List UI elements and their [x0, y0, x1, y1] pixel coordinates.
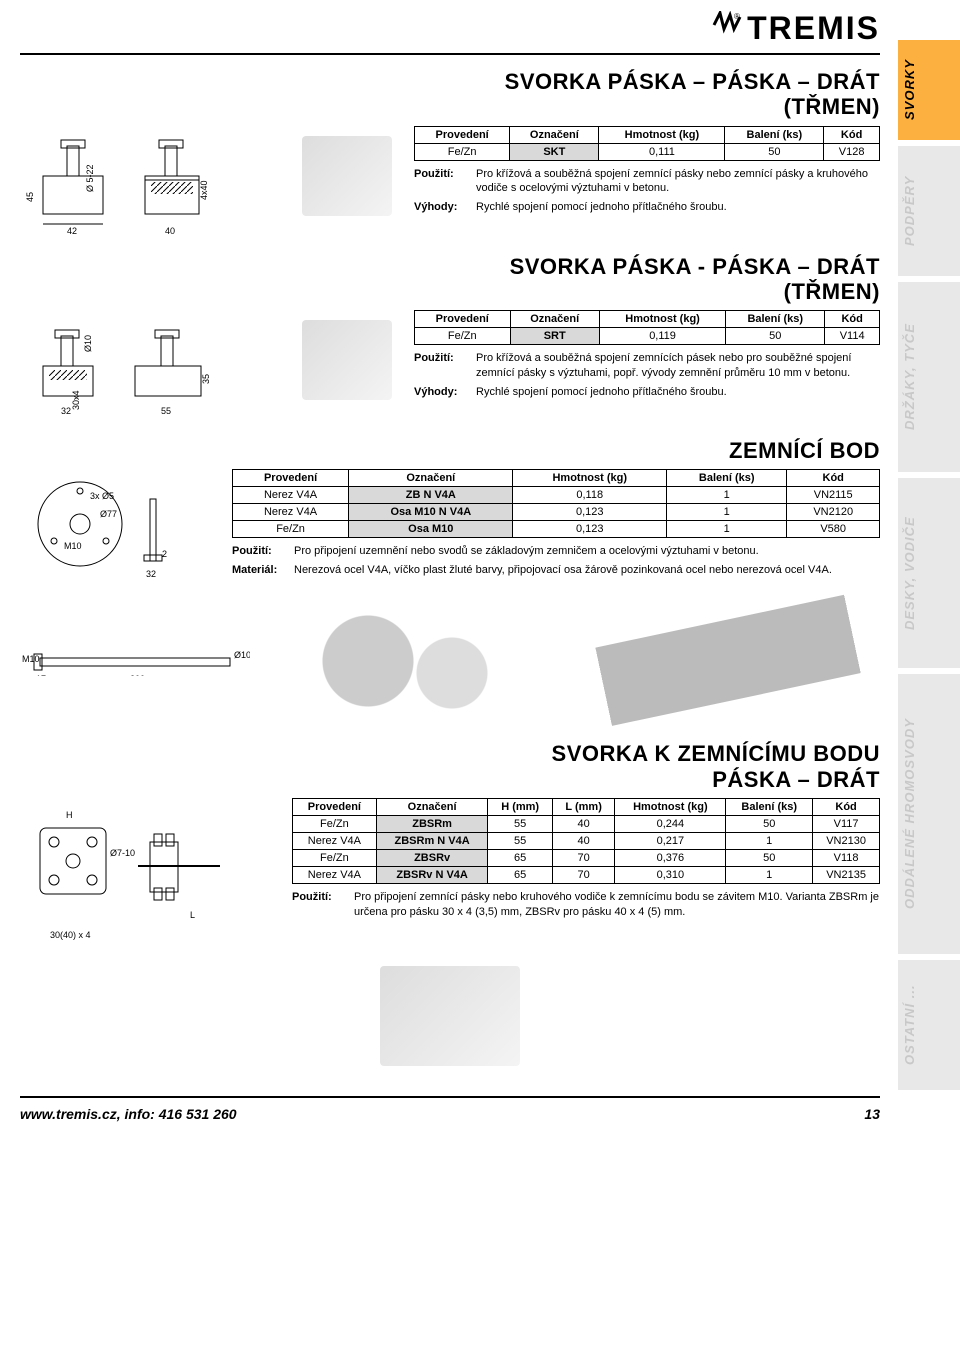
- table-row: Nerez V4AZB N V4A0,1181VN2115: [233, 487, 880, 504]
- svg-text:Ø10: Ø10: [83, 335, 93, 352]
- svg-text:M10: M10: [64, 541, 82, 551]
- table-row: Nerez V4AZBSRv N V4A65700,3101VN2135: [293, 867, 880, 884]
- table-row: Fe/Zn SKT 0,111 50 V128: [415, 143, 880, 160]
- svg-text:Ø10: Ø10: [234, 650, 250, 660]
- svg-text:55: 55: [161, 406, 171, 416]
- svg-text:32: 32: [146, 569, 156, 579]
- svg-text:4x40: 4x40: [199, 180, 209, 200]
- sec3-table: Provedení Označení Hmotnost (kg) Balení …: [232, 469, 880, 538]
- section-zbsr: SVORKA K ZEMNÍCÍMU BODU PÁSKA – DRÁT H Ø…: [20, 741, 880, 1066]
- logo-icon: ®: [710, 28, 747, 42]
- svg-text:30x4: 30x4: [71, 391, 81, 411]
- sec3-diagram: 3x Ø5 Ø77 M10 2 32: [20, 469, 220, 589]
- svg-text:45: 45: [25, 192, 35, 202]
- sec4-diagram: H Ø7-10 L 30(40) x 4: [20, 798, 280, 958]
- sec2-diagram: 32 30x4 Ø10 55 35: [20, 310, 280, 420]
- sec1-title-l2: (TŘMEN): [20, 94, 880, 119]
- svg-text:200: 200: [130, 674, 145, 676]
- sec3-lower-diagrams: M10 Ø10 17 200: [20, 601, 880, 721]
- svg-text:Ø77: Ø77: [100, 509, 117, 519]
- svg-text:2: 2: [162, 549, 167, 559]
- svg-text:H: H: [66, 810, 73, 820]
- sec4-table: Provedení Označení H (mm) L (mm) Hmotnos…: [292, 798, 880, 884]
- svg-text:®: ®: [734, 12, 740, 21]
- sec2-title-l1: SVORKA PÁSKA - PÁSKA – DRÁT: [20, 254, 880, 279]
- sec3-title: ZEMNÍCÍ BOD: [20, 438, 880, 463]
- svg-text:40: 40: [165, 226, 175, 236]
- sec3-photo-discs: [270, 601, 550, 721]
- svg-text:17: 17: [36, 674, 46, 676]
- sec2-photo: [292, 310, 402, 410]
- top-rule: [20, 53, 880, 55]
- page-number: 13: [864, 1106, 880, 1122]
- section-srt: SVORKA PÁSKA - PÁSKA – DRÁT (TŘMEN) 32 3…: [20, 254, 880, 421]
- footer-url: www.tremis.cz, info: 416 531 260: [20, 1106, 237, 1122]
- sec1-diagram: 42 45 Ø 5-22 40 4x40: [20, 126, 280, 236]
- svg-text:L: L: [190, 910, 195, 920]
- section-skt: SVORKA PÁSKA – PÁSKA – DRÁT (TŘMEN) 42 4…: [20, 69, 880, 236]
- sec1-table: Provedení Označení Hmotnost (kg) Balení …: [414, 126, 880, 161]
- brand-name: TREMIS: [747, 10, 880, 47]
- svg-text:Ø 5-22: Ø 5-22: [85, 164, 95, 192]
- sec1-photo: [292, 126, 402, 226]
- section-zemnici-bod: ZEMNÍCÍ BOD 3x Ø5 Ø77 M10 2 32: [20, 438, 880, 721]
- page-footer: www.tremis.cz, info: 416 531 260 13: [20, 1096, 880, 1122]
- sec1-title-l1: SVORKA PÁSKA – PÁSKA – DRÁT: [20, 69, 880, 94]
- sec3-photo-rod: [565, 590, 885, 733]
- sec4-title-l2: PÁSKA – DRÁT: [20, 767, 880, 792]
- logo-row: ® TREMIS: [20, 10, 880, 51]
- svg-text:35: 35: [201, 374, 211, 384]
- sec4-title-l1: SVORKA K ZEMNÍCÍMU BODU: [20, 741, 880, 766]
- svg-text:M10: M10: [22, 654, 40, 664]
- svg-text:42: 42: [67, 226, 77, 236]
- svg-text:30(40) x 4: 30(40) x 4: [50, 930, 91, 940]
- table-row: Nerez V4AZBSRm N V4A55400,2171VN2130: [293, 833, 880, 850]
- sec4-photo: [380, 966, 520, 1066]
- sec2-title-l2: (TŘMEN): [20, 279, 880, 304]
- table-row: Nerez V4AOsa M10 N V4A0,1231VN2120: [233, 504, 880, 521]
- table-row: Fe/ZnOsa M100,1231V580: [233, 521, 880, 538]
- table-row: Fe/ZnZBSRm55400,24450V117: [293, 816, 880, 833]
- svg-text:3x Ø5: 3x Ø5: [90, 491, 114, 501]
- table-row: Fe/ZnZBSRv65700,37650V118: [293, 850, 880, 867]
- svg-text:Ø7-10: Ø7-10: [110, 848, 135, 858]
- sec2-table: Provedení Označení Hmotnost (kg) Balení …: [414, 310, 880, 345]
- svg-text:32: 32: [61, 406, 71, 416]
- table-row: Fe/Zn SRT 0,119 50 V114: [415, 328, 880, 345]
